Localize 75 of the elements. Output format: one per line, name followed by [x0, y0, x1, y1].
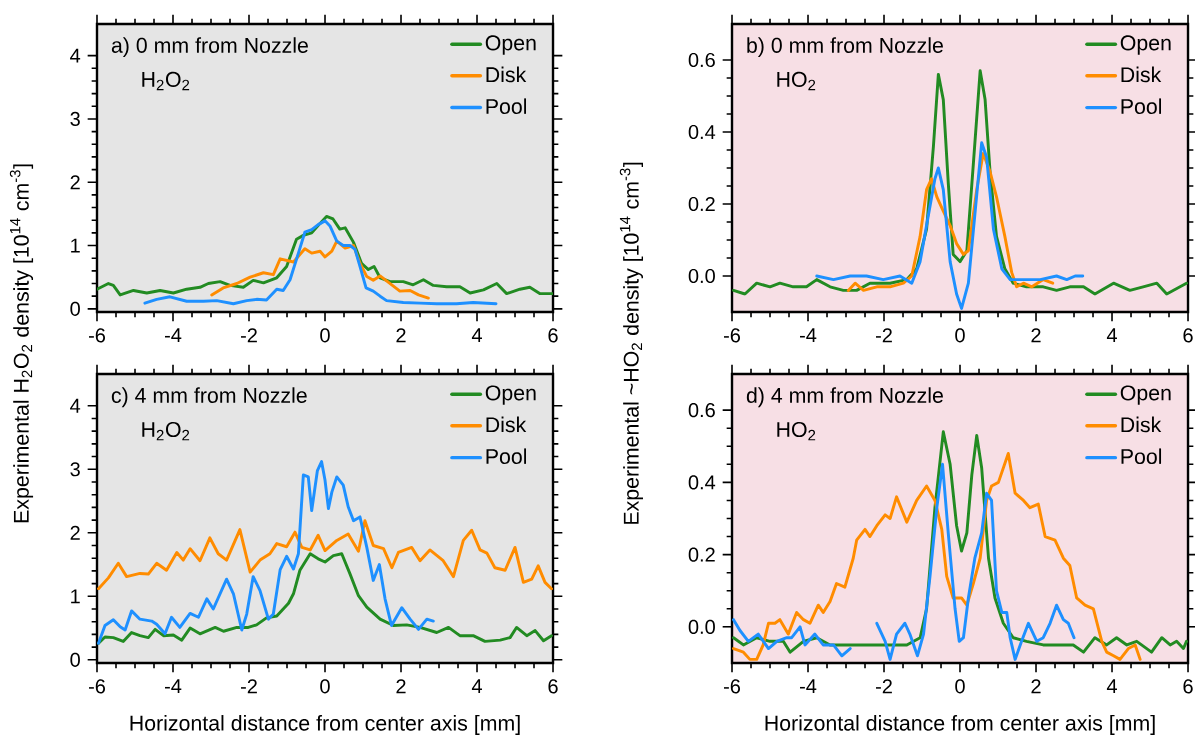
legend-label: Pool [1121, 448, 1162, 465]
x-tick-label: -2 [876, 679, 892, 694]
y-tick-label: 4 [70, 48, 81, 63]
y-tick-label: 1 [71, 589, 80, 604]
text: a) 0 mm from Nozzle [111, 37, 308, 58]
x-tick-label: 0 [955, 328, 965, 343]
legend-label: Pool [486, 98, 527, 115]
x-tick-label: 6 [548, 328, 558, 343]
y-tick-label: 0.0 [688, 268, 715, 284]
line-series [97, 460, 435, 645]
x-tick-label: 4 [1106, 679, 1117, 694]
y-tick-label: 0.2 [688, 196, 715, 212]
line-series [97, 552, 553, 645]
line-series [97, 519, 553, 591]
y-tick-label: 4 [70, 398, 81, 413]
x-tick-label: -4 [800, 679, 817, 694]
x-tick-label: 0 [955, 679, 965, 694]
x-axis-title: Horizontal distance from center axis [mm] [130, 715, 520, 735]
y-tick-label: 0.2 [688, 547, 715, 562]
x-tick-label: -2 [240, 679, 257, 694]
x-tick-label: 6 [1183, 679, 1193, 694]
y-tick-label: 3 [70, 462, 80, 477]
x-tick-label: -6 [88, 328, 106, 343]
text: H$_{2}$O$_{2}$ [142, 421, 190, 441]
text: d) 4 mm from Nozzle [746, 387, 943, 408]
y-tick-label: 0.0 [688, 619, 715, 634]
x-tick-label: -6 [88, 679, 106, 694]
x-tick-label: -4 [800, 328, 817, 343]
legend-label: Disk [486, 66, 527, 83]
y-tick-label: 0 [70, 652, 80, 667]
x-tick-label: 6 [1183, 328, 1193, 343]
text: b) 0 mm from Nozzle [747, 37, 943, 58]
legend-label: Disk [1121, 66, 1162, 83]
x-tick-label: 2 [1031, 328, 1041, 343]
text: Experimental H$_{2}$O$_{2}$ density [10$^{14}$ cm$^{-3}$] [9, 164, 34, 523]
line-series [97, 214, 554, 297]
y-tick-label: 0.4 [688, 475, 716, 490]
y-tick-label: 3 [70, 111, 80, 127]
x-tick-label: 4 [471, 328, 482, 343]
legend-label: Pool [486, 448, 527, 465]
x-tick-label: 0 [320, 328, 330, 343]
line-series [143, 219, 498, 306]
y-axis-title: Experimental ~HO$_{2}$ density [10$^{14}$ cm$^{-3}$] [619, 162, 643, 524]
legend-label: Open [1120, 35, 1171, 55]
x-tick-label: -4 [164, 328, 182, 343]
legend-label: Open [1120, 385, 1171, 405]
x-tick-label: 2 [1031, 679, 1041, 694]
x-tick-label: -2 [240, 328, 257, 343]
x-tick-label: 2 [396, 328, 406, 343]
y-tick-label: 0.6 [688, 52, 715, 68]
legend-label: Disk [1121, 416, 1162, 433]
text: c) 4 mm from Nozzle [111, 387, 307, 408]
y-tick-label: 2 [70, 525, 80, 540]
y-tick-label: 0.6 [688, 403, 715, 418]
x-axis-title: Horizontal distance from center axis [mm] [765, 715, 1155, 735]
x-tick-label: 4 [471, 679, 482, 694]
legend-label: Open [485, 385, 536, 405]
y-tick-label: 1 [71, 238, 80, 253]
x-tick-label: 2 [396, 679, 406, 694]
x-tick-label: -6 [724, 679, 741, 694]
x-tick-label: 6 [548, 679, 558, 694]
text: H$_{2}$O$_{2}$ [142, 71, 190, 91]
legend-label: Pool [1121, 98, 1162, 115]
text: HO$_{2}$ [777, 421, 816, 441]
y-tick-label: 0 [70, 301, 80, 316]
x-tick-label: -6 [723, 328, 741, 343]
y-tick-label: 0.4 [688, 124, 716, 140]
legend-label: Disk [486, 416, 527, 433]
x-tick-label: -4 [164, 679, 182, 694]
legend-label: Open [485, 35, 536, 55]
y-tick-label: 2 [70, 175, 80, 190]
x-tick-label: 4 [1106, 328, 1117, 343]
text: HO$_{2}$ [777, 71, 816, 91]
x-tick-label: -2 [876, 328, 892, 343]
x-tick-label: 0 [320, 679, 330, 694]
